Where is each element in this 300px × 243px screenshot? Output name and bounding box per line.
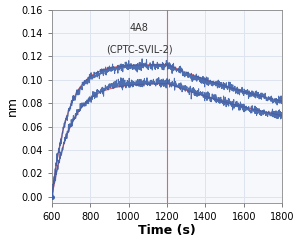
Text: (CPTC-SVIL-2): (CPTC-SVIL-2) (106, 44, 173, 54)
Text: 4A8: 4A8 (130, 23, 149, 33)
Y-axis label: nm: nm (6, 96, 19, 116)
X-axis label: Time (s): Time (s) (138, 225, 196, 237)
